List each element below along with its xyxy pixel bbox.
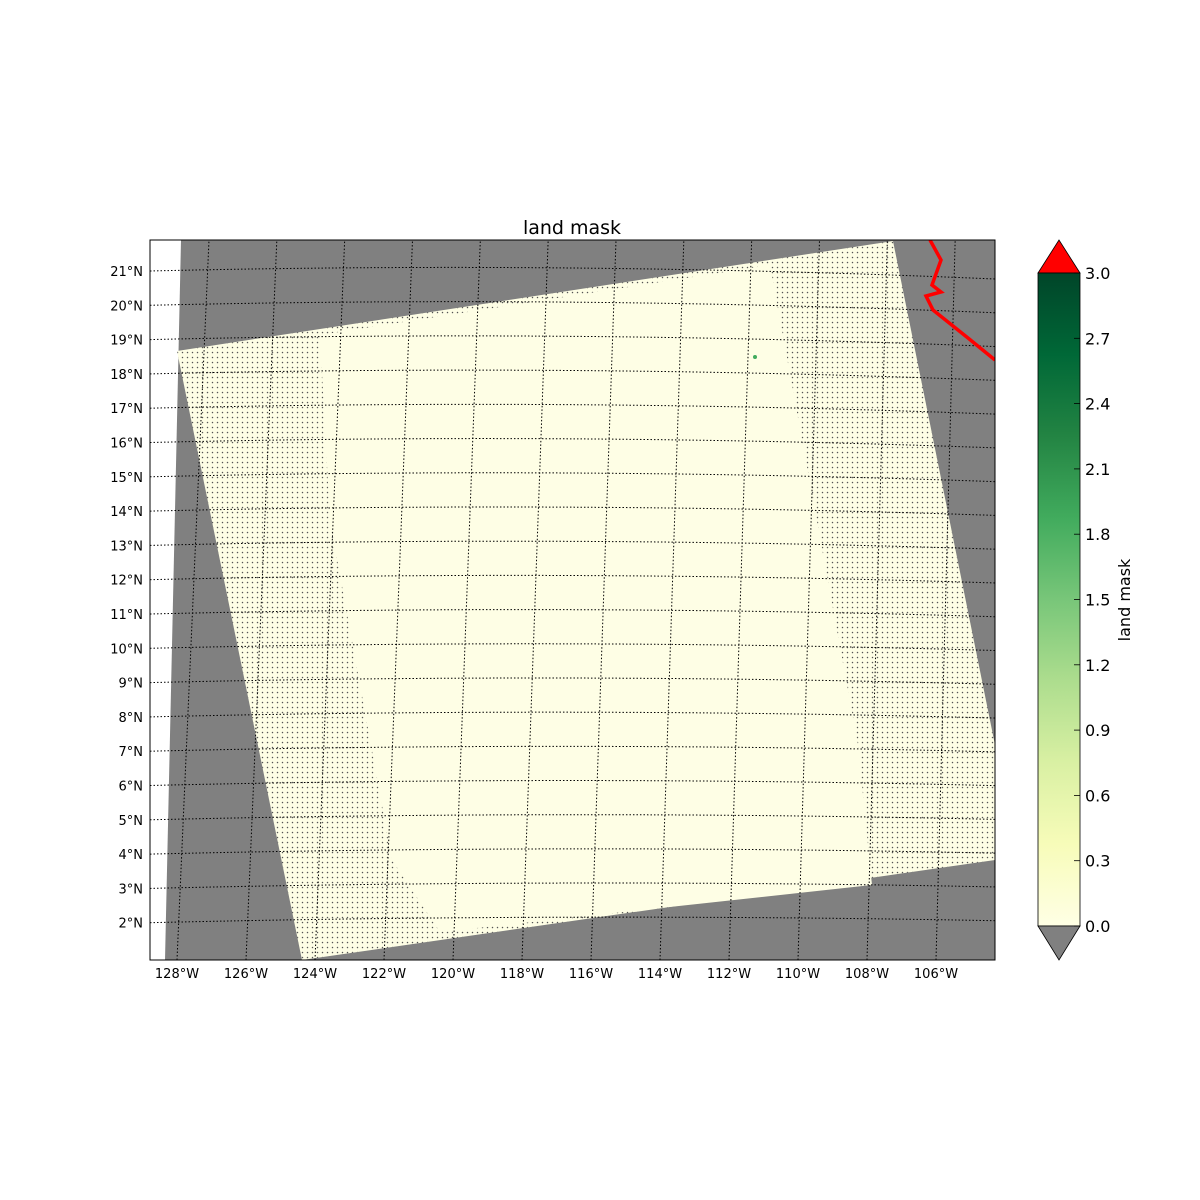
map-panel	[150, 240, 995, 960]
latitude-label: 2°N	[119, 917, 144, 932]
colorbar-ticks: 0.0 0.3 0.6 0.9 1.2 1.5 1.8 2.1 2.4 2.7 3.0	[1074, 264, 1110, 936]
colorbar-tick-label: 2.7	[1085, 329, 1110, 348]
longitude-line	[176, 240, 210, 960]
swath-fill	[320, 265, 872, 932]
latitude-label: 14°N	[110, 505, 143, 520]
colorbar-tick-label: 1.2	[1085, 656, 1110, 675]
colorbar-tick-label: 2.1	[1085, 460, 1110, 479]
latitude-label: 9°N	[119, 677, 144, 692]
data-swath	[177, 241, 995, 960]
colorbar-tick-label: 0.3	[1085, 852, 1110, 871]
longitude-label: 106°W	[914, 967, 958, 982]
latitude-label: 11°N	[110, 608, 143, 623]
longitude-label: 126°W	[224, 967, 268, 982]
latitude-label: 13°N	[110, 539, 143, 554]
longitude-label: 120°W	[431, 967, 475, 982]
longitude-line	[935, 240, 956, 960]
colorbar-label: land mask	[1115, 558, 1134, 641]
latitude-label: 4°N	[119, 848, 144, 863]
graticule	[150, 240, 995, 960]
colorbar-tick-label: 3.0	[1085, 264, 1110, 283]
longitude-label: 124°W	[293, 967, 337, 982]
colorbar-tick-label: 2.4	[1085, 395, 1110, 414]
map-frame	[149, 239, 996, 961]
longitude-line	[590, 240, 617, 960]
latitude-label: 17°N	[110, 402, 143, 417]
colorbar-tick-label: 1.8	[1085, 525, 1110, 544]
latitude-label: 18°N	[110, 368, 143, 383]
colorbar-tick-label: 0.6	[1085, 786, 1110, 805]
longitude-label: 116°W	[569, 967, 613, 982]
latitude-label: 12°N	[110, 574, 143, 589]
longitude-line	[728, 240, 753, 960]
longitude-line	[245, 240, 278, 960]
colorbar-gradient	[1037, 272, 1081, 927]
colorbar: 0.0 0.3 0.6 0.9 1.2 1.5 1.8 2.1 2.4 2.7 3.0 land m…	[1037, 239, 1134, 961]
longitude-label: 112°W	[707, 967, 751, 982]
longitude-label: 128°W	[155, 967, 199, 982]
longitude-label: 114°W	[638, 967, 682, 982]
longitude-line	[383, 240, 413, 960]
colorbar-under-triangle	[1037, 925, 1081, 961]
longitude-line	[452, 240, 481, 960]
latitude-label: 15°N	[110, 471, 143, 486]
latitude-label: 5°N	[119, 814, 144, 829]
latitude-label: 21°N	[110, 265, 143, 280]
coastline	[923, 240, 995, 362]
colorbar-tick-label: 1.5	[1085, 591, 1110, 610]
latitude-label: 16°N	[110, 437, 143, 452]
latitude-label: 19°N	[110, 334, 143, 349]
latitude-label: 10°N	[110, 642, 143, 657]
colorbar-tick-label: 0.0	[1085, 917, 1110, 936]
latitude-label: 3°N	[119, 882, 144, 897]
longitude-line	[659, 240, 685, 960]
colorbar-tick-label: 0.9	[1085, 721, 1110, 740]
latitude-label: 20°N	[110, 299, 143, 314]
latitude-label: 7°N	[119, 745, 144, 760]
longitude-line	[866, 240, 888, 960]
colorbar-over-triangle	[1037, 239, 1081, 274]
longitude-line	[314, 240, 346, 960]
longitude-labels: 128°W 126°W 124°W 122°W 120°W 118°W 116°W 114°W…	[155, 967, 958, 982]
longitude-label: 118°W	[500, 967, 544, 982]
longitude-label: 110°W	[776, 967, 820, 982]
longitude-line	[521, 240, 549, 960]
latitude-label: 8°N	[119, 711, 144, 726]
land-pixel	[753, 355, 757, 359]
white-gap	[150, 240, 181, 960]
latitude-labels: 21°N 20°N 19°N 18°N 17°N 16°N 15°N 14°N 13°N 12°N…	[110, 265, 143, 932]
map-title: land mask	[523, 217, 621, 239]
longitude-label: 122°W	[362, 967, 406, 982]
longitude-line	[797, 240, 820, 960]
longitude-label: 108°W	[845, 967, 889, 982]
latitude-label: 6°N	[119, 780, 144, 795]
